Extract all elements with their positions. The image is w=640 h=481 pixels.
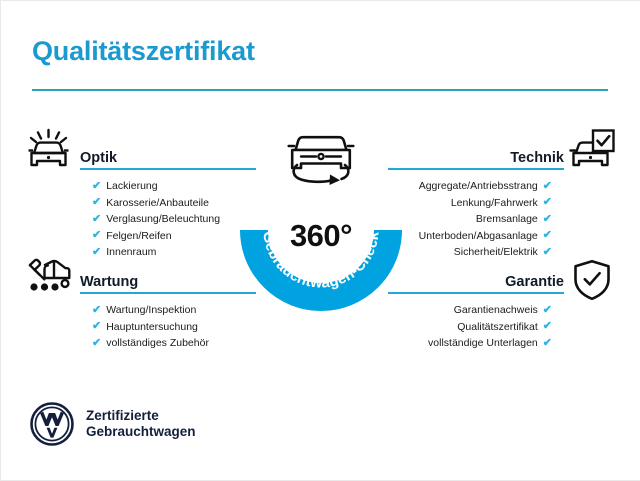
check-icon: ✔ bbox=[542, 320, 552, 333]
section-technik-list: Aggregate/Antriebsstrang ✔ Lenkung/Fahrw… bbox=[388, 178, 564, 261]
list-item: ✔ Verglasung/Beleuchtung bbox=[92, 211, 256, 228]
shield-check-icon bbox=[570, 258, 614, 307]
list-item: ✔ Innenraum bbox=[92, 244, 256, 261]
check-icon: ✔ bbox=[542, 179, 552, 192]
list-item: ✔ Hauptuntersuchung bbox=[92, 319, 256, 336]
list-item-label: Lenkung/Fahrwerk bbox=[450, 196, 538, 209]
section-optik-header: Optik bbox=[80, 144, 256, 170]
list-item: Lenkung/Fahrwerk ✔ bbox=[388, 195, 552, 212]
list-item: Garantienachweis ✔ bbox=[388, 302, 552, 319]
section-wartung: Wartung ✔ Wartung/Inspektion ✔ Hauptunte… bbox=[80, 268, 256, 352]
list-item-label: Garantienachweis bbox=[453, 304, 538, 316]
check-icon: ✔ bbox=[542, 212, 552, 225]
badge-center-label: 360° bbox=[289, 218, 353, 253]
section-wartung-divider bbox=[80, 292, 256, 294]
section-wartung-list: ✔ Wartung/Inspektion ✔ Hauptuntersuchung… bbox=[80, 302, 256, 352]
list-item: Qualitätszertifikat ✔ bbox=[388, 319, 552, 336]
section-garantie-list: Garantienachweis ✔ Qualitätszertifikat ✔… bbox=[388, 302, 564, 352]
check-icon: ✔ bbox=[92, 245, 102, 258]
check-icon: ✔ bbox=[542, 196, 552, 209]
car-checkbox-icon bbox=[568, 128, 616, 177]
check-icon: ✔ bbox=[542, 303, 552, 316]
list-item: ✔ Felgen/Reifen bbox=[92, 228, 256, 245]
section-garantie: Garantie Garantienachweis ✔ Qualitätszer… bbox=[388, 268, 564, 352]
section-garantie-title: Garantie bbox=[505, 274, 564, 290]
list-item: ✔ Karosserie/Anbauteile bbox=[92, 195, 256, 212]
footer-brand-line2: Gebrauchtwagen bbox=[86, 424, 196, 439]
list-item-label: Bremsanlage bbox=[475, 213, 538, 225]
car-rotate-360-icon bbox=[287, 135, 355, 185]
check-icon: ✔ bbox=[92, 229, 102, 242]
volkswagen-logo bbox=[30, 402, 74, 446]
list-item-label: Karosserie/Anbauteile bbox=[106, 196, 209, 209]
list-item: vollständige Unterlagen ✔ bbox=[388, 335, 552, 352]
list-item-label: Felgen/Reifen bbox=[106, 229, 172, 242]
check-icon: ✔ bbox=[542, 245, 552, 258]
check-icon: ✔ bbox=[92, 320, 102, 333]
check-icon: ✔ bbox=[92, 303, 102, 316]
list-item: Sicherheit/Elektrik ✔ bbox=[388, 244, 552, 261]
section-wartung-title: Wartung bbox=[80, 274, 139, 290]
check-icon: ✔ bbox=[542, 229, 552, 242]
list-item: Unterboden/Abgasanlage ✔ bbox=[388, 228, 552, 245]
list-item: ✔ Lackierung bbox=[92, 178, 256, 195]
section-technik-title: Technik bbox=[510, 150, 564, 166]
list-item-label: Innenraum bbox=[106, 246, 157, 258]
car-shine-icon bbox=[25, 128, 73, 177]
list-item: ✔ Wartung/Inspektion bbox=[92, 302, 256, 319]
footer-brand: Zertifizierte Gebrauchtwagen bbox=[30, 402, 196, 446]
360-check-badge: Gebrauchtwagen-Check bbox=[236, 122, 406, 312]
list-item-label: Lackierung bbox=[106, 180, 158, 192]
list-item-label: Wartung/Inspektion bbox=[106, 304, 197, 316]
section-optik-title: Optik bbox=[80, 150, 118, 166]
section-optik-divider bbox=[80, 168, 256, 170]
car-service-dipstick-icon bbox=[25, 256, 73, 305]
section-wartung-header: Wartung bbox=[80, 268, 256, 294]
section-optik: Optik ✔ Lackierung ✔ Karosserie/Anbautei… bbox=[80, 144, 256, 261]
list-item: Aggregate/Antriebsstrang ✔ bbox=[388, 178, 552, 195]
page-title: Qualitätszertifikat bbox=[32, 36, 255, 66]
check-icon: ✔ bbox=[92, 212, 102, 225]
section-technik-divider bbox=[388, 168, 564, 170]
list-item: ✔ vollständiges Zubehör bbox=[92, 335, 256, 352]
list-item-label: Sicherheit/Elektrik bbox=[453, 246, 538, 258]
title-divider bbox=[32, 89, 608, 91]
check-icon: ✔ bbox=[542, 336, 552, 349]
list-item-label: Hauptuntersuchung bbox=[106, 320, 198, 333]
list-item-label: vollständige Unterlagen bbox=[428, 337, 538, 349]
list-item: Bremsanlage ✔ bbox=[388, 211, 552, 228]
list-item-label: vollständiges Zubehör bbox=[106, 337, 209, 349]
list-item-label: Unterboden/Abgasanlage bbox=[418, 229, 538, 242]
footer-brand-text: Zertifizierte Gebrauchtwagen bbox=[86, 408, 196, 441]
check-icon: ✔ bbox=[92, 336, 102, 349]
footer-brand-line1: Zertifizierte bbox=[86, 407, 159, 423]
section-garantie-header: Garantie bbox=[388, 268, 564, 294]
badge-ring bbox=[240, 229, 402, 311]
section-optik-list: ✔ Lackierung ✔ Karosserie/Anbauteile ✔ V… bbox=[80, 178, 256, 261]
check-icon: ✔ bbox=[92, 196, 102, 209]
list-item-label: Verglasung/Beleuchtung bbox=[106, 213, 221, 225]
check-icon: ✔ bbox=[92, 179, 102, 192]
list-item-label: Aggregate/Antriebsstrang bbox=[418, 180, 538, 192]
section-technik: Technik Aggregate/Antriebsstrang ✔ Lenku… bbox=[388, 144, 564, 261]
list-item-label: Qualitätszertifikat bbox=[457, 320, 538, 333]
section-technik-header: Technik bbox=[388, 144, 564, 170]
section-garantie-divider bbox=[388, 292, 564, 294]
